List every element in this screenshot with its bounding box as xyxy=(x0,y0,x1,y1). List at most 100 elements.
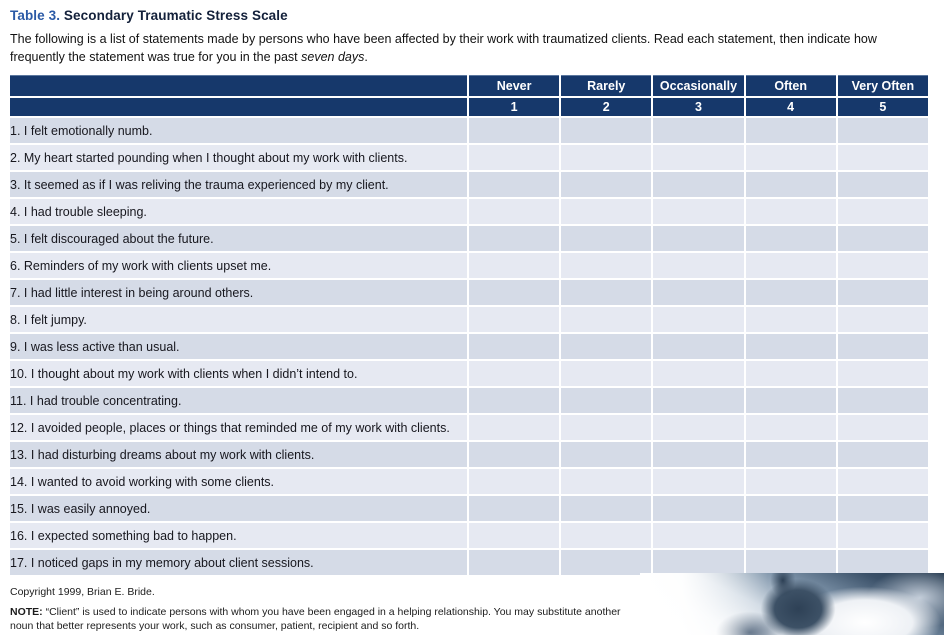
column-header-very-often: Very Often xyxy=(837,75,928,96)
statement-row: 16. I expected something bad to happen. xyxy=(10,523,928,548)
response-cell-very-often xyxy=(837,172,928,197)
response-cell-never xyxy=(469,442,560,467)
response-cell-very-often xyxy=(837,523,928,548)
statement-column-header xyxy=(10,98,467,116)
response-cell-occasionally xyxy=(653,226,744,251)
response-cell-rarely xyxy=(561,307,652,332)
statement-cell: 2. My heart started pounding when I thou… xyxy=(10,145,467,170)
statement-cell: 9. I was less active than usual. xyxy=(10,334,467,359)
response-cell-never xyxy=(469,388,560,413)
response-cell-occasionally xyxy=(653,523,744,548)
response-cell-often xyxy=(745,469,836,494)
column-header-rarely: Rarely xyxy=(561,75,652,96)
stss-rating-table: Never Rarely Occasionally Often Very Often 1 2… xyxy=(8,73,930,577)
statement-row: 9. I was less active than usual. xyxy=(10,334,928,359)
statement-row: 6. Reminders of my work with clients ups… xyxy=(10,253,928,278)
response-cell-very-often xyxy=(837,118,928,143)
statement-cell: 6. Reminders of my work with clients ups… xyxy=(10,253,467,278)
response-cell-rarely xyxy=(561,361,652,386)
header-row-labels: Never Rarely Occasionally Often Very Often xyxy=(10,75,928,96)
response-cell-often xyxy=(745,361,836,386)
statement-cell: 1. I felt emotionally numb. xyxy=(10,118,467,143)
response-cell-rarely xyxy=(561,172,652,197)
instructions-italic: seven days xyxy=(301,50,365,64)
response-cell-occasionally xyxy=(653,145,744,170)
statement-row: 12. I avoided people, places or things t… xyxy=(10,415,928,440)
response-cell-never xyxy=(469,415,560,440)
statement-row: 14. I wanted to avoid working with some … xyxy=(10,469,928,494)
table-name: Secondary Traumatic Stress Scale xyxy=(60,8,288,23)
response-cell-occasionally xyxy=(653,361,744,386)
response-cell-very-often xyxy=(837,442,928,467)
response-cell-never xyxy=(469,550,560,575)
statement-row: 7. I had little interest in being around… xyxy=(10,280,928,305)
statement-row: 3. It seemed as if I was reliving the tr… xyxy=(10,172,928,197)
response-cell-rarely xyxy=(561,415,652,440)
response-cell-often xyxy=(745,415,836,440)
response-cell-never xyxy=(469,253,560,278)
response-cell-often xyxy=(745,199,836,224)
column-header-often: Often xyxy=(745,75,836,96)
response-cell-occasionally xyxy=(653,469,744,494)
response-cell-never xyxy=(469,118,560,143)
note-body: “Client” is used to indicate persons wit… xyxy=(10,606,621,632)
note-text: NOTE: “Client” is used to indicate perso… xyxy=(10,605,644,633)
statement-cell: 17. I noticed gaps in my memory about cl… xyxy=(10,550,467,575)
statement-row: 5. I felt discouraged about the future. xyxy=(10,226,928,251)
response-cell-very-often xyxy=(837,280,928,305)
response-cell-very-often xyxy=(837,334,928,359)
statement-row: 10. I thought about my work with clients… xyxy=(10,361,928,386)
response-cell-rarely xyxy=(561,145,652,170)
statement-cell: 4. I had trouble sleeping. xyxy=(10,199,467,224)
response-cell-rarely xyxy=(561,226,652,251)
response-cell-never xyxy=(469,523,560,548)
response-cell-rarely xyxy=(561,496,652,521)
response-cell-often xyxy=(745,118,836,143)
response-cell-often xyxy=(745,550,836,575)
statement-cell: 16. I expected something bad to happen. xyxy=(10,523,467,548)
response-cell-often xyxy=(745,334,836,359)
response-cell-often xyxy=(745,442,836,467)
response-cell-never xyxy=(469,361,560,386)
statement-column-header xyxy=(10,75,467,96)
statement-cell: 12. I avoided people, places or things t… xyxy=(10,415,467,440)
response-cell-rarely xyxy=(561,442,652,467)
statement-cell: 3. It seemed as if I was reliving the tr… xyxy=(10,172,467,197)
statement-cell: 14. I wanted to avoid working with some … xyxy=(10,469,467,494)
note-label: NOTE: xyxy=(10,606,43,618)
response-cell-often xyxy=(745,496,836,521)
statement-row: 8. I felt jumpy. xyxy=(10,307,928,332)
response-cell-very-often xyxy=(837,469,928,494)
column-header-rarely-value: 2 xyxy=(561,98,652,116)
statement-row: 1. I felt emotionally numb. xyxy=(10,118,928,143)
statement-cell: 13. I had disturbing dreams about my wor… xyxy=(10,442,467,467)
statement-cell: 8. I felt jumpy. xyxy=(10,307,467,332)
response-cell-occasionally xyxy=(653,307,744,332)
response-cell-rarely xyxy=(561,388,652,413)
statement-cell: 15. I was easily annoyed. xyxy=(10,496,467,521)
response-cell-very-often xyxy=(837,226,928,251)
response-cell-occasionally xyxy=(653,415,744,440)
instructions-text: The following is a list of statements ma… xyxy=(10,30,924,66)
response-cell-occasionally xyxy=(653,280,744,305)
response-cell-often xyxy=(745,253,836,278)
statement-row: 11. I had trouble concentrating. xyxy=(10,388,928,413)
response-cell-never xyxy=(469,226,560,251)
response-cell-rarely xyxy=(561,523,652,548)
response-cell-never xyxy=(469,307,560,332)
column-header-never-value: 1 xyxy=(469,98,560,116)
response-cell-rarely xyxy=(561,550,652,575)
statement-cell: 7. I had little interest in being around… xyxy=(10,280,467,305)
response-cell-very-often xyxy=(837,145,928,170)
response-cell-often xyxy=(745,280,836,305)
response-cell-never xyxy=(469,469,560,494)
response-cell-very-often xyxy=(837,388,928,413)
response-cell-occasionally xyxy=(653,496,744,521)
column-header-occasionally: Occasionally xyxy=(653,75,744,96)
response-cell-very-often xyxy=(837,496,928,521)
response-cell-often xyxy=(745,307,836,332)
table-number: Table 3. xyxy=(10,8,61,23)
response-cell-often xyxy=(745,226,836,251)
response-cell-occasionally xyxy=(653,388,744,413)
